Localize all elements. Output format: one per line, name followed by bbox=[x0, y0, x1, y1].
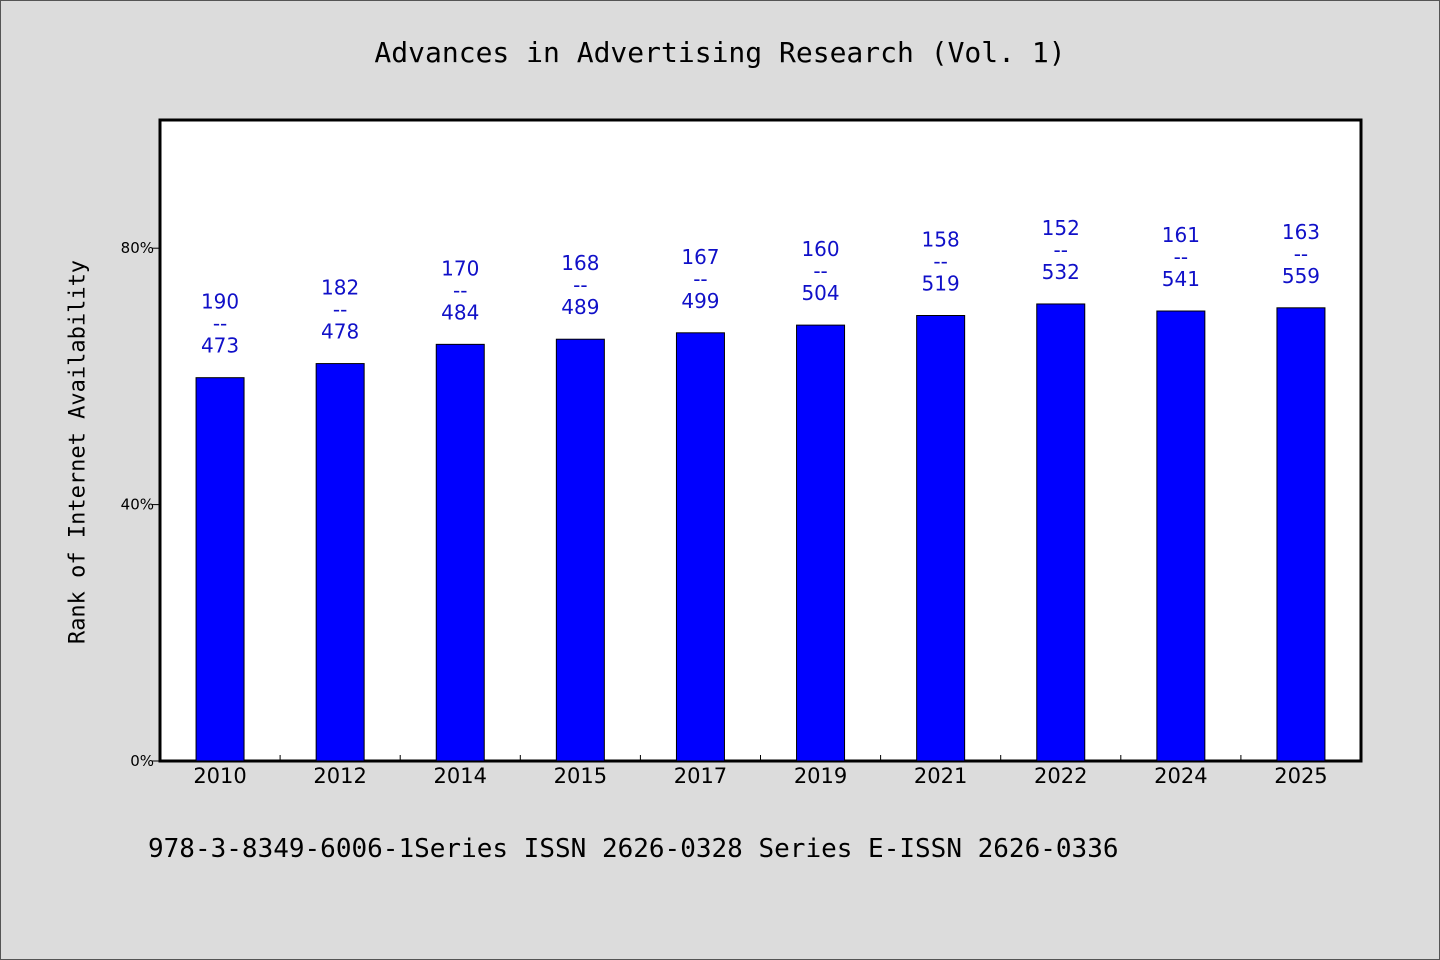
x-tick-label: 2010 bbox=[193, 764, 246, 788]
footer-isbn-text: 978-3-8349-6006-1Series ISSN 2626-0328 S… bbox=[148, 834, 1119, 864]
data-label-top: 190 bbox=[201, 290, 239, 314]
bar bbox=[1036, 303, 1086, 762]
y-tick-label: 80% bbox=[121, 239, 154, 257]
data-label-separator: -- bbox=[213, 312, 227, 336]
data-label-bottom: 473 bbox=[201, 334, 239, 358]
bar bbox=[195, 377, 245, 762]
data-label-bottom: 489 bbox=[561, 295, 599, 319]
data-label-top: 160 bbox=[801, 237, 839, 261]
data-label-bottom: 484 bbox=[441, 300, 479, 324]
bar-series bbox=[195, 303, 1326, 762]
bar bbox=[1276, 307, 1326, 762]
x-tick-label: 2025 bbox=[1274, 764, 1327, 788]
bar bbox=[796, 324, 846, 762]
bar bbox=[1156, 310, 1206, 762]
x-tick-label: 2012 bbox=[313, 764, 366, 788]
data-label-separator: -- bbox=[333, 298, 347, 322]
data-label-bottom: 504 bbox=[801, 281, 839, 305]
data-label-separator: -- bbox=[813, 259, 827, 283]
chart-title: Advances in Advertising Research (Vol. 1… bbox=[374, 36, 1066, 69]
x-axis: 2010 2012 2014 2015 2017 2019 2021 2022 2024 2025 bbox=[193, 755, 1328, 788]
bar bbox=[315, 363, 365, 762]
y-tick-label: 40% bbox=[121, 496, 154, 514]
data-label-bottom: 559 bbox=[1282, 264, 1320, 288]
data-labels: 190--473182--478170--484168--489167--499… bbox=[201, 216, 1320, 358]
data-label-separator: -- bbox=[1294, 242, 1308, 266]
x-tick-label: 2014 bbox=[434, 764, 487, 788]
x-tick-label: 2021 bbox=[914, 764, 967, 788]
data-label-top: 168 bbox=[561, 251, 599, 275]
data-label-top: 167 bbox=[681, 245, 719, 269]
data-label-top: 158 bbox=[922, 228, 960, 252]
data-label-top: 182 bbox=[321, 276, 359, 300]
bar bbox=[555, 338, 605, 762]
x-tick-label: 2015 bbox=[554, 764, 607, 788]
y-tick-label: 0% bbox=[130, 752, 154, 770]
bar bbox=[435, 343, 485, 762]
y-axis: 0% 40% 80% bbox=[121, 239, 160, 770]
data-label-separator: -- bbox=[1174, 245, 1188, 269]
x-tick-label: 2024 bbox=[1154, 764, 1207, 788]
data-label-bottom: 541 bbox=[1162, 267, 1200, 291]
data-label-separator: -- bbox=[693, 267, 707, 291]
data-label-top: 170 bbox=[441, 256, 479, 280]
bar bbox=[675, 332, 725, 762]
data-label-bottom: 519 bbox=[922, 272, 960, 296]
data-label-bottom: 532 bbox=[1042, 260, 1080, 284]
data-label-top: 161 bbox=[1162, 223, 1200, 247]
data-label-separator: -- bbox=[573, 273, 587, 297]
bar bbox=[916, 315, 966, 762]
data-label-bottom: 478 bbox=[321, 320, 359, 344]
x-tick-label: 2022 bbox=[1034, 764, 1087, 788]
x-tick-label: 2017 bbox=[674, 764, 727, 788]
data-label-top: 152 bbox=[1042, 216, 1080, 240]
data-label-separator: -- bbox=[933, 250, 947, 274]
x-tick-label: 2019 bbox=[794, 764, 847, 788]
data-label-top: 163 bbox=[1282, 220, 1320, 244]
data-label-separator: -- bbox=[1054, 238, 1068, 262]
data-label-bottom: 499 bbox=[681, 289, 719, 313]
data-label-separator: -- bbox=[453, 278, 467, 302]
